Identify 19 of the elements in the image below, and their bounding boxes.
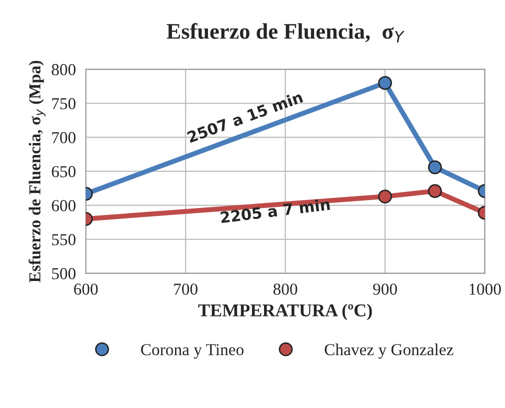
y-tick-label: 550 (52, 234, 76, 246)
y-tick-label: 750 (52, 98, 76, 110)
y-tick-label: 800 (52, 64, 76, 76)
legend-label: Corona y Tineo (141, 344, 244, 359)
x-tick-label: 600 (74, 284, 98, 295)
y-tick-label: 500 (52, 268, 76, 280)
x-axis-title: TEMPERATURA (ºC) (198, 304, 372, 320)
chart-title: Esfuerzo de Fluencia, σ$_{Y}$ (166, 23, 405, 42)
x-tick-label: 900 (373, 284, 397, 295)
y-tick-label: 600 (52, 200, 76, 212)
x-tick-label: 700 (174, 284, 198, 295)
y-tick-label: 650 (52, 166, 76, 178)
annotation: 2507 a 15 min (186, 90, 304, 143)
x-tick-label: 800 (273, 284, 298, 295)
legend-label: Chavez y Gonzalez (324, 344, 454, 359)
x-tick-label: 1000 (470, 284, 501, 295)
y-axis-title: Esfuerzo de Fluencia, σ$_{y}$ (Mpa) (28, 60, 46, 282)
annotation: 2205 a 7 min (220, 198, 330, 224)
y-tick-label: 700 (52, 132, 76, 144)
